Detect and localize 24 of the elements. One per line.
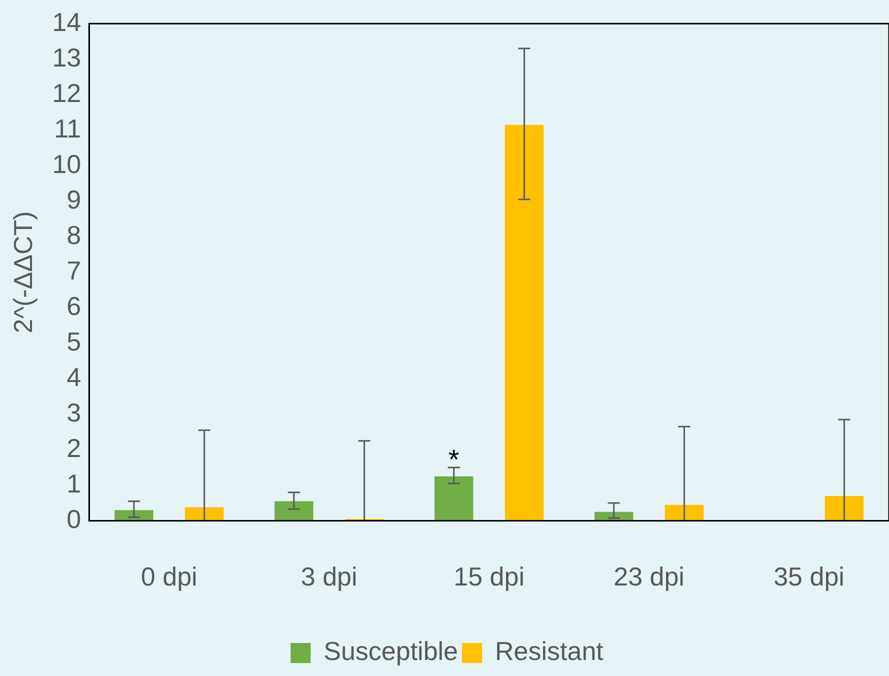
y-tick-label: 11 [54,113,82,144]
y-tick-label: 10 [52,148,82,179]
x-tick-label: 15 dpi [454,562,524,592]
legend-label: Resistant [495,636,604,666]
x-tick-label: 35 dpi [774,562,844,592]
y-tick-label: 2 [66,432,82,463]
y-tick-label: 1 [66,468,82,498]
y-tick-label: 8 [66,220,82,250]
y-tick-label: 4 [66,362,82,392]
x-tick-label: 0 dpi [140,562,198,592]
y-tick-label: 0 [66,504,82,534]
x-tick-label: 3 dpi [300,562,358,592]
legend-label: Susceptible [324,636,458,666]
y-tick-label: 13 [52,42,82,72]
y-tick-label: 9 [66,184,82,214]
y-tick-label: 6 [66,290,82,321]
y-tick-label: 3 [66,397,82,428]
y-tick-label: 12 [52,78,82,108]
annotation: * [448,444,460,476]
x-tick-label: 23 dpi [614,562,684,592]
y-tick-label: 7 [66,255,82,286]
y-tick-label: 14 [52,6,82,37]
y-axis-title: 2^(-ΔΔCT) [8,211,38,334]
y-tick-label: 5 [66,326,82,356]
